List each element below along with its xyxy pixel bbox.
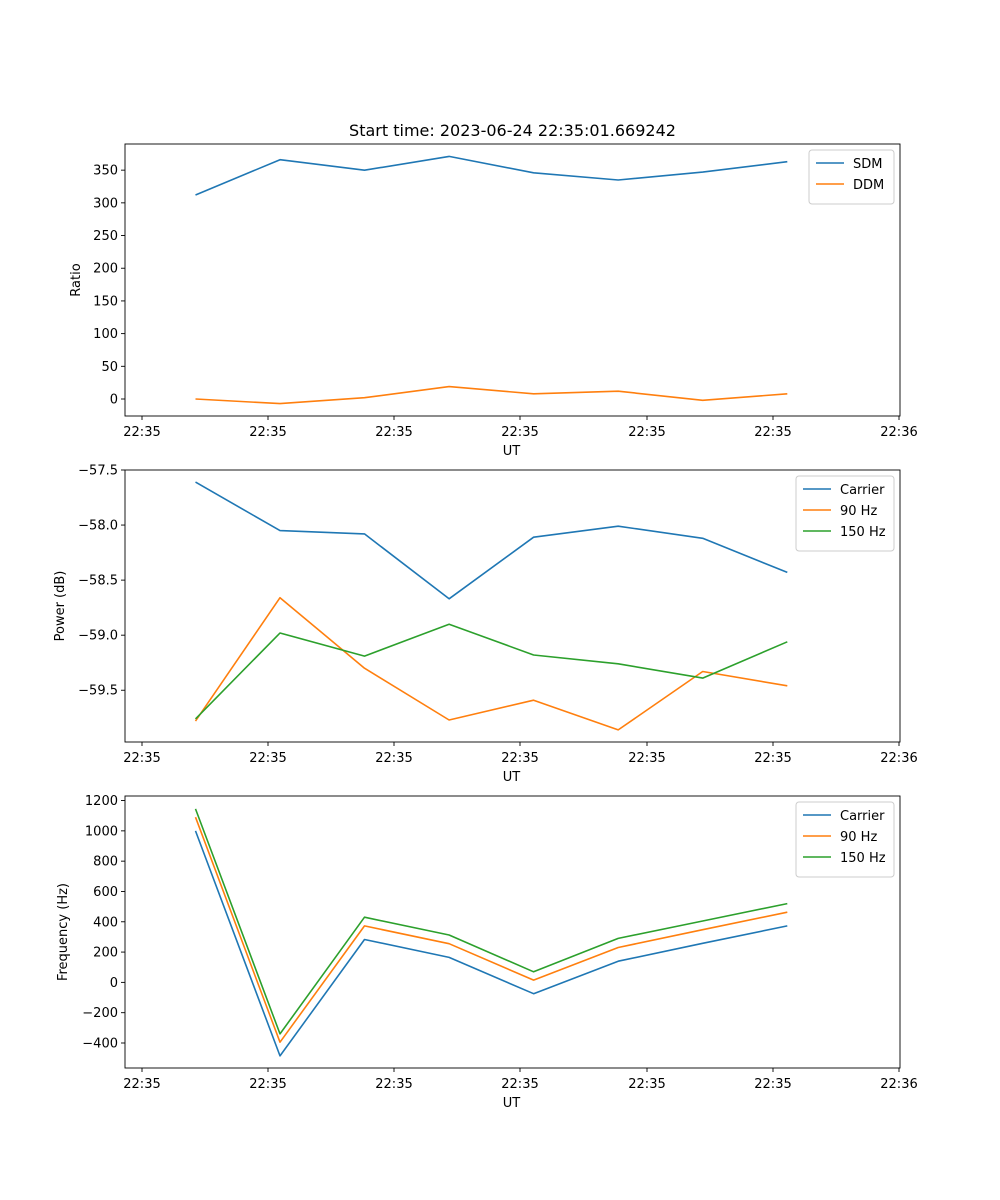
axes-frame (124, 469, 901, 743)
y-tick-label: 0 (110, 393, 118, 408)
y-axis-label: Power (dB) (53, 571, 68, 642)
x-tick-label: 22:35 (501, 751, 538, 766)
series-line-carrier (195, 481, 788, 600)
x-tick-label: 22:35 (501, 1077, 538, 1092)
x-tick-label: 22:35 (628, 1077, 665, 1092)
y-tick-label: 600 (93, 885, 118, 900)
legend-label: SDM (853, 157, 882, 172)
x-tick-label: 22:35 (375, 751, 412, 766)
y-tick-label: 0 (110, 976, 118, 991)
x-tick-label: 22:35 (628, 425, 665, 440)
y-tick-label: −200 (82, 1006, 118, 1021)
x-tick-label: 22:36 (880, 425, 917, 440)
x-tick-label: 22:35 (501, 425, 538, 440)
legend: SDM DDM (808, 149, 895, 205)
x-axis-label: UT (503, 444, 521, 459)
series-line-carrier (194, 830, 788, 1057)
x-tick-label: 22:35 (628, 751, 665, 766)
x-axis-label: UT (503, 770, 521, 785)
series-line-sdm (195, 155, 788, 196)
figure-title: Start time: 2023-06-24 22:35:01.669242 (349, 121, 676, 140)
legend: Carrier 90 Hz 150 Hz (795, 475, 895, 552)
series-line-90-hz (194, 816, 788, 1043)
y-tick-label: 800 (93, 855, 118, 870)
y-tick-label: 150 (93, 294, 118, 309)
legend-label: Carrier (840, 809, 885, 824)
series-line-ddm (195, 385, 788, 405)
x-tick-label: 22:35 (249, 751, 286, 766)
legend-box (795, 475, 895, 552)
legend-label: 90 Hz (840, 830, 877, 845)
y-tick-label: 300 (93, 196, 118, 211)
y-tick-label: 100 (93, 327, 118, 342)
axes-frame (124, 795, 901, 1069)
series-line-150-hz (194, 808, 788, 1035)
x-tick-label: 22:35 (249, 425, 286, 440)
plot-3: −400 −200 0 200 400 600 800 1000 1200 22:35 22:35 2… (56, 794, 918, 1111)
x-tick-label: 22:35 (249, 1077, 286, 1092)
y-tick-label: 200 (93, 262, 118, 277)
plot-2: −59.5 −59.0 −58.5 −58.0 −57.5 22:35 22:35 22:35… (53, 464, 918, 786)
y-tick-label: −57.5 (78, 464, 118, 479)
y-tick-label: 1000 (85, 824, 118, 839)
legend-label: DDM (853, 178, 884, 193)
x-tick-label: 22:35 (123, 425, 160, 440)
y-tick-label: −59.5 (78, 684, 118, 699)
y-tick-label: −400 (82, 1036, 118, 1051)
legend-label: 90 Hz (840, 504, 877, 519)
x-tick-label: 22:35 (754, 1077, 791, 1092)
x-tick-label: 22:35 (754, 751, 791, 766)
y-tick-label: 350 (93, 164, 118, 179)
plot-1: 0 50 100 150 200 250 300 350 22:35 22:35 22:35 22:3… (69, 143, 918, 459)
legend: Carrier 90 Hz 150 Hz (795, 801, 895, 878)
y-tick-label: 250 (93, 229, 118, 244)
x-tick-label: 22:36 (880, 1077, 917, 1092)
series-line-90-hz (194, 596, 788, 731)
legend-label: 150 Hz (840, 851, 886, 866)
axes-frame (124, 143, 901, 417)
y-tick-label: −58.0 (78, 519, 118, 534)
x-tick-label: 22:35 (123, 1077, 160, 1092)
y-tick-label: 1200 (85, 794, 118, 809)
x-tick-label: 22:35 (123, 751, 160, 766)
legend-label: 150 Hz (840, 525, 886, 540)
y-axis-label: Frequency (Hz) (56, 883, 71, 981)
y-axis-label: Ratio (69, 263, 84, 296)
y-tick-label: 400 (93, 915, 118, 930)
x-tick-label: 22:35 (375, 1077, 412, 1092)
x-tick-label: 22:35 (375, 425, 412, 440)
x-tick-label: 22:36 (880, 751, 917, 766)
y-tick-label: 200 (93, 946, 118, 961)
y-tick-label: −58.5 (78, 574, 118, 589)
legend-label: Carrier (840, 483, 885, 498)
series-line-150-hz (194, 623, 788, 720)
y-tick-label: 50 (101, 360, 118, 375)
x-axis-label: UT (503, 1096, 521, 1111)
y-tick-label: −59.0 (78, 629, 118, 644)
x-tick-label: 22:35 (754, 425, 791, 440)
legend-box (795, 801, 895, 878)
